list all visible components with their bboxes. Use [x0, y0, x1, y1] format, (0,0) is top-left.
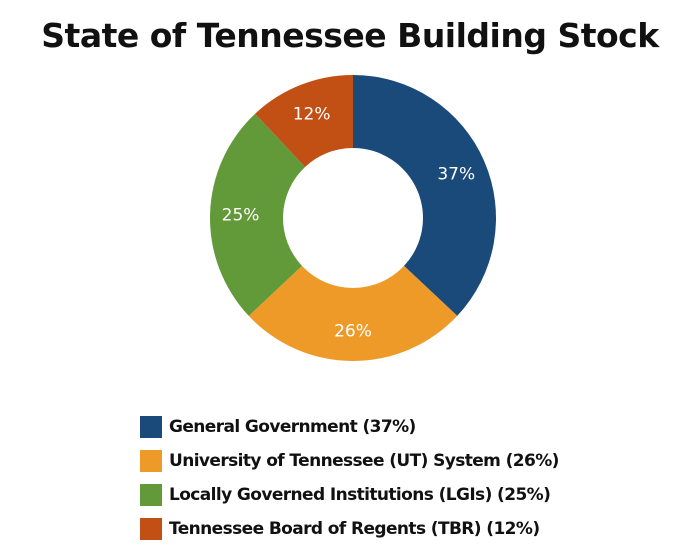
legend-item-tbr: Tennessee Board of Regents (TBR) (12%) [140, 512, 559, 546]
legend-swatch [140, 450, 162, 472]
slice-lgis [210, 113, 306, 316]
slice-ut-system [248, 265, 458, 361]
slice-general-government [353, 75, 496, 316]
legend-swatch [140, 484, 162, 506]
chart-title: State of Tennessee Building Stock [41, 16, 659, 55]
slice-tbr [255, 75, 353, 167]
legend-item-general-government: General Government (37%) [140, 410, 559, 444]
slice-label-tbr: 12% [293, 104, 331, 124]
legend-label: Tennessee Board of Regents (TBR) (12%) [169, 519, 540, 539]
legend: General Government (37%) University of T… [140, 410, 559, 546]
slice-label-ut-system: 26% [334, 322, 372, 342]
legend-item-ut-system: University of Tennessee (UT) System (26%… [140, 444, 559, 478]
legend-item-lgis: Locally Governed Institutions (LGIs) (25… [140, 478, 559, 512]
legend-label: University of Tennessee (UT) System (26%… [169, 451, 559, 471]
legend-swatch [140, 416, 162, 438]
slice-label-lgis: 25% [222, 205, 260, 225]
legend-label: General Government (37%) [169, 417, 416, 437]
legend-swatch [140, 518, 162, 540]
legend-label: Locally Governed Institutions (LGIs) (25… [169, 485, 551, 505]
slice-label-general-government: 37% [437, 164, 475, 184]
donut-chart: 37% 26% 25% 12% [210, 75, 496, 361]
